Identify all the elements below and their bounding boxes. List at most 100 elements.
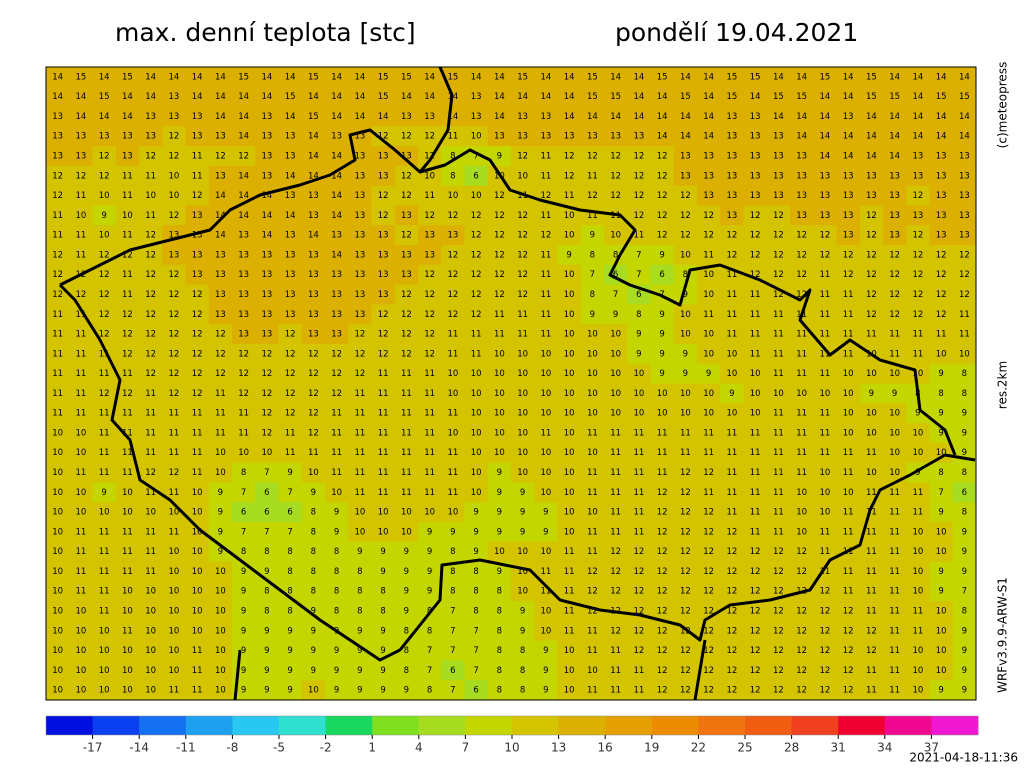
temperature-value: 10 bbox=[471, 488, 482, 498]
temperature-cell bbox=[232, 245, 256, 266]
temperature-value: 11 bbox=[889, 606, 900, 616]
map-frame bbox=[45, 66, 977, 701]
temperature-value: 15 bbox=[447, 72, 458, 82]
temperature-value: 12 bbox=[866, 270, 877, 280]
temperature-value: 12 bbox=[261, 409, 272, 419]
temperature-cell bbox=[232, 165, 256, 187]
temperature-cell bbox=[371, 620, 396, 642]
temperature-cell bbox=[720, 561, 744, 582]
temperature-cell bbox=[464, 324, 489, 345]
temperature-value: 12 bbox=[819, 686, 830, 696]
temperature-value: 10 bbox=[99, 231, 110, 241]
temperature-value: 12 bbox=[912, 250, 923, 260]
temperature-value: 13 bbox=[192, 250, 203, 260]
temperature-cell bbox=[720, 383, 744, 404]
temperature-cell bbox=[464, 640, 489, 661]
temperature-value: 12 bbox=[633, 211, 644, 221]
temperature-value: 12 bbox=[796, 686, 807, 696]
temperature-value: 14 bbox=[145, 92, 156, 102]
temperature-cell bbox=[115, 106, 140, 127]
temperature-value: 12 bbox=[750, 567, 761, 577]
temperature-cell bbox=[208, 284, 233, 305]
temperature-value: 11 bbox=[889, 567, 900, 577]
temperature-value: 10 bbox=[912, 428, 923, 438]
temperature-cell bbox=[418, 581, 442, 602]
temperature-cell bbox=[92, 284, 117, 305]
temperature-cell bbox=[929, 106, 954, 127]
temperature-value: 10 bbox=[145, 646, 156, 656]
temperature-value: 13 bbox=[331, 330, 342, 340]
temperature-value: 8 bbox=[287, 547, 292, 557]
temperature-value: 11 bbox=[192, 686, 203, 696]
temperature-value: 14 bbox=[657, 92, 668, 102]
temperature-cell bbox=[487, 601, 512, 622]
temperature-value: 14 bbox=[912, 112, 923, 122]
temperature-cell bbox=[790, 502, 814, 523]
temperature-cell bbox=[278, 541, 303, 563]
temperature-cell bbox=[720, 581, 744, 602]
temperature-cell bbox=[883, 601, 907, 622]
temperature-cell bbox=[255, 363, 279, 384]
temperature-cell bbox=[697, 581, 721, 602]
temperature-value: 15 bbox=[401, 72, 412, 82]
temperature-value: 11 bbox=[587, 428, 598, 438]
temperature-value: 9 bbox=[264, 686, 269, 696]
temperature-value: 9 bbox=[264, 567, 269, 577]
temperature-cell bbox=[348, 640, 372, 661]
temperature-cell bbox=[790, 86, 814, 108]
temperature-cell bbox=[557, 601, 582, 622]
temperature-value: 12 bbox=[192, 369, 203, 379]
temperature-cell bbox=[720, 67, 744, 88]
temperature-value: 15 bbox=[726, 92, 737, 102]
colorbar-tick-label: 37 bbox=[924, 741, 939, 755]
temperature-value: 12 bbox=[726, 587, 737, 597]
temperature-cell bbox=[208, 541, 233, 563]
temperature-value: 13 bbox=[959, 191, 970, 201]
temperature-cell bbox=[464, 106, 489, 127]
temperature-cell bbox=[46, 541, 70, 563]
temperature-cell bbox=[92, 423, 117, 444]
temperature-cell bbox=[232, 225, 256, 246]
temperature-value: 12 bbox=[726, 606, 737, 616]
temperature-value: 12 bbox=[424, 152, 435, 162]
temperature-cell bbox=[673, 205, 698, 226]
temperature-cell bbox=[46, 245, 70, 266]
temperature-cell bbox=[557, 205, 582, 226]
temperature-cell bbox=[627, 86, 651, 108]
temperature-value: 13 bbox=[285, 152, 296, 162]
temperature-value: 11 bbox=[424, 468, 435, 478]
temperature-cell bbox=[952, 660, 977, 681]
temperature-value: 9 bbox=[450, 527, 455, 537]
temperature-value: 10 bbox=[168, 587, 179, 597]
temperature-cell bbox=[580, 343, 605, 365]
temperature-cell bbox=[720, 363, 744, 384]
temperature-cell bbox=[627, 620, 651, 642]
temperature-value: 12 bbox=[680, 508, 691, 518]
temperature-value: 10 bbox=[122, 646, 133, 656]
temperature-cell bbox=[859, 680, 884, 701]
temperature-value: 10 bbox=[52, 468, 63, 478]
temperature-value: 11 bbox=[540, 587, 551, 597]
temperature-value: 10 bbox=[796, 527, 807, 537]
temperature-value: 15 bbox=[378, 92, 389, 102]
temperature-cell bbox=[906, 660, 930, 681]
temperature-value: 11 bbox=[587, 171, 598, 181]
temperature-value: 12 bbox=[99, 290, 110, 300]
colorbar-tick-label: -8 bbox=[226, 741, 238, 755]
temperature-cell bbox=[139, 205, 163, 226]
temperature-value: 11 bbox=[889, 527, 900, 537]
temperature-value: 10 bbox=[122, 211, 133, 221]
temperature-cell bbox=[348, 423, 372, 444]
temperature-cell bbox=[46, 146, 70, 167]
temperature-cell bbox=[859, 245, 884, 266]
temperature-value: 12 bbox=[331, 349, 342, 359]
temperature-cell bbox=[162, 581, 186, 602]
temperature-value: 12 bbox=[447, 250, 458, 260]
temperature-value: 15 bbox=[726, 72, 737, 82]
temperature-value: 11 bbox=[145, 428, 156, 438]
temperature-cell bbox=[464, 126, 489, 147]
temperature-value: 12 bbox=[633, 171, 644, 181]
temperature-value: 11 bbox=[145, 488, 156, 498]
temperature-cell bbox=[929, 462, 954, 483]
colorbar-segment bbox=[185, 716, 233, 735]
